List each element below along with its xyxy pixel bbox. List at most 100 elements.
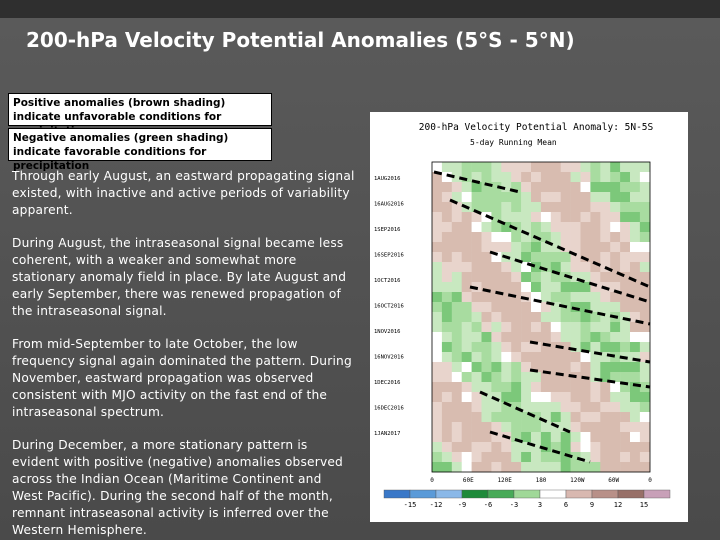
field-cell bbox=[580, 182, 591, 193]
field-cell bbox=[590, 162, 601, 173]
field-cell bbox=[580, 442, 591, 453]
field-cell bbox=[471, 312, 482, 323]
field-cell bbox=[531, 432, 542, 443]
field-cell bbox=[550, 222, 561, 233]
field-cell bbox=[560, 252, 571, 263]
field-cell bbox=[521, 282, 532, 293]
field-cell bbox=[531, 292, 542, 303]
field-cell bbox=[570, 332, 581, 343]
field-cell bbox=[550, 322, 561, 333]
field-cell bbox=[432, 382, 443, 393]
propagation-line bbox=[449, 198, 651, 289]
field-cell bbox=[471, 292, 482, 303]
field-cell bbox=[531, 362, 542, 373]
field-cell bbox=[441, 372, 453, 383]
field-cell bbox=[590, 202, 601, 213]
field-cell bbox=[511, 192, 522, 203]
field-cell bbox=[540, 252, 552, 263]
x-label: 60W bbox=[608, 477, 619, 484]
field-cell bbox=[590, 282, 601, 293]
field-cell bbox=[570, 272, 581, 283]
field-cell bbox=[590, 462, 601, 473]
field-cell bbox=[521, 332, 532, 343]
field-cell bbox=[630, 192, 641, 203]
field-cell bbox=[540, 282, 552, 293]
field-cell bbox=[491, 162, 502, 173]
field-cell bbox=[620, 222, 631, 233]
field-cell bbox=[600, 162, 611, 173]
field-cell bbox=[461, 302, 472, 313]
field-cell bbox=[600, 322, 611, 333]
field-cell bbox=[531, 342, 542, 353]
field-cell bbox=[451, 242, 462, 253]
field-cell bbox=[481, 292, 492, 303]
field-cell bbox=[491, 202, 502, 213]
field-cell bbox=[432, 432, 443, 443]
field-cell bbox=[620, 362, 631, 373]
field-cell bbox=[441, 302, 453, 313]
field-cell bbox=[580, 252, 591, 263]
field-cell bbox=[501, 362, 512, 373]
field-cell bbox=[511, 452, 522, 463]
field-cell bbox=[600, 442, 611, 453]
field-cell bbox=[531, 302, 542, 313]
field-cell bbox=[461, 162, 472, 173]
field-cell bbox=[540, 242, 552, 253]
field-cell bbox=[511, 442, 522, 453]
field-cell bbox=[570, 312, 581, 323]
field-cell bbox=[550, 392, 561, 403]
field-cell bbox=[620, 182, 631, 193]
field-cell bbox=[630, 222, 641, 233]
field-cell bbox=[501, 312, 512, 323]
field-cell bbox=[630, 232, 641, 243]
field-cell bbox=[511, 382, 522, 393]
field-cell bbox=[481, 242, 492, 253]
field-cell bbox=[560, 332, 571, 343]
field-cell bbox=[550, 372, 561, 383]
field-cell bbox=[451, 462, 462, 473]
figure-subtitle: 5-day Running Mean bbox=[470, 138, 557, 147]
field-cell bbox=[511, 272, 522, 283]
field-cell bbox=[432, 192, 443, 203]
field-cell bbox=[600, 382, 611, 393]
field-cell bbox=[521, 382, 532, 393]
field-cell bbox=[550, 432, 561, 443]
field-cell bbox=[610, 412, 621, 423]
field-cell bbox=[610, 292, 621, 303]
field-cell bbox=[540, 332, 552, 343]
field-cell bbox=[580, 452, 591, 463]
field-cell bbox=[560, 382, 571, 393]
field-cell bbox=[481, 412, 492, 423]
field-cell bbox=[432, 332, 443, 343]
field-cell bbox=[451, 312, 462, 323]
field-cell bbox=[432, 212, 443, 223]
field-cell bbox=[639, 322, 651, 333]
field-cell bbox=[630, 242, 641, 253]
field-cell bbox=[481, 252, 492, 263]
field-cell bbox=[630, 172, 641, 183]
field-cell bbox=[471, 272, 482, 283]
field-cell bbox=[521, 252, 532, 263]
field-cell bbox=[511, 182, 522, 193]
field-cell bbox=[481, 282, 492, 293]
field-cell bbox=[560, 462, 571, 473]
field-cell bbox=[511, 202, 522, 213]
field-cell bbox=[531, 222, 542, 233]
colorbar-label: 12 bbox=[614, 501, 622, 509]
field-cell bbox=[540, 212, 552, 223]
x-label: 180 bbox=[536, 477, 547, 484]
field-cell bbox=[521, 272, 532, 283]
field-cell bbox=[550, 302, 561, 313]
field-cell bbox=[432, 252, 443, 263]
field-cell bbox=[491, 392, 502, 403]
field-cell bbox=[590, 212, 601, 223]
field-cell bbox=[481, 312, 492, 323]
field-cell bbox=[461, 332, 472, 343]
field-cell bbox=[580, 382, 591, 393]
field-cell bbox=[580, 172, 591, 183]
colorbar-label: 9 bbox=[590, 501, 594, 509]
field-cell bbox=[600, 422, 611, 433]
field-cell bbox=[590, 452, 601, 463]
field-cell bbox=[481, 192, 492, 203]
field-cell bbox=[432, 262, 443, 273]
